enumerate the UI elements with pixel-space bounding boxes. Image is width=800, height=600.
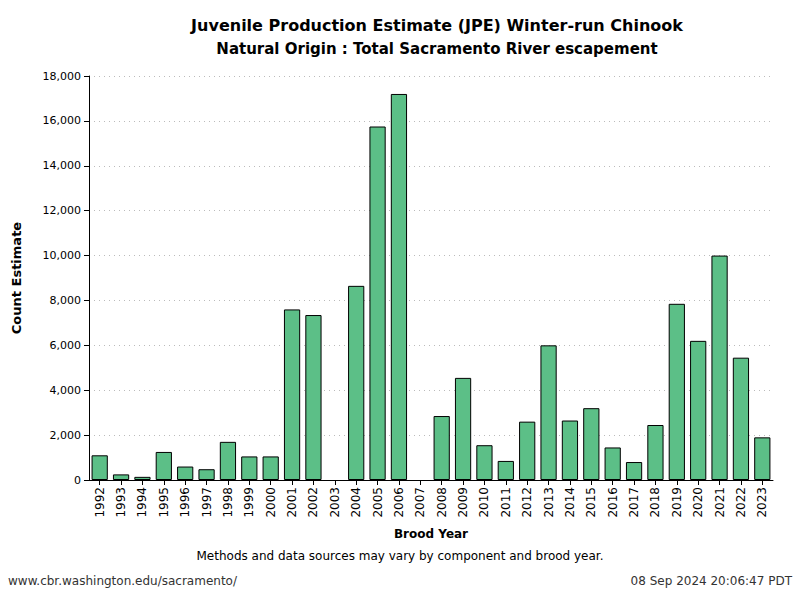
svg-text:Count Estimate: Count Estimate: [9, 222, 24, 335]
svg-text:4,000: 4,000: [50, 384, 82, 397]
svg-text:1994: 1994: [135, 487, 149, 518]
svg-text:2001: 2001: [285, 487, 299, 518]
svg-text:2014: 2014: [563, 487, 577, 518]
svg-text:1999: 1999: [242, 487, 256, 518]
svg-text:6,000: 6,000: [50, 339, 82, 352]
svg-text:2009: 2009: [456, 487, 470, 518]
svg-text:12,000: 12,000: [43, 204, 82, 217]
svg-text:1993: 1993: [114, 487, 128, 518]
svg-text:2013: 2013: [542, 487, 556, 518]
svg-text:18,000: 18,000: [43, 70, 82, 83]
svg-text:2010: 2010: [477, 487, 491, 518]
svg-text:2004: 2004: [349, 487, 363, 518]
svg-text:2021: 2021: [713, 487, 727, 518]
svg-text:2016: 2016: [606, 487, 620, 518]
svg-text:www.cbr.washington.edu/sacrame: www.cbr.washington.edu/sacramento/: [8, 574, 238, 588]
svg-text:2017: 2017: [627, 487, 641, 518]
svg-text:2015: 2015: [584, 487, 598, 518]
svg-text:1995: 1995: [157, 487, 171, 518]
svg-text:2003: 2003: [328, 487, 342, 518]
svg-text:08 Sep 2024 20:06:47 PDT: 08 Sep 2024 20:06:47 PDT: [631, 574, 793, 588]
svg-text:2000: 2000: [264, 487, 278, 518]
svg-text:Juvenile Production Estimate (: Juvenile Production Estimate (JPE) Winte…: [190, 16, 683, 35]
svg-text:1997: 1997: [200, 487, 214, 518]
svg-text:2018: 2018: [648, 487, 662, 518]
svg-text:2022: 2022: [734, 487, 748, 518]
svg-text:2019: 2019: [670, 487, 684, 518]
svg-text:0: 0: [74, 474, 81, 487]
svg-text:8,000: 8,000: [50, 294, 82, 307]
svg-text:2023: 2023: [755, 487, 769, 518]
svg-text:Natural Origin : Total Sacrame: Natural Origin : Total Sacramento River …: [216, 40, 657, 58]
svg-text:1998: 1998: [221, 487, 235, 518]
svg-text:Methods and data sources may v: Methods and data sources may vary by com…: [197, 549, 604, 563]
svg-text:16,000: 16,000: [43, 114, 82, 127]
svg-text:14,000: 14,000: [43, 159, 82, 172]
svg-text:2007: 2007: [413, 487, 427, 518]
svg-text:2020: 2020: [691, 487, 705, 518]
svg-text:2002: 2002: [306, 487, 320, 518]
svg-text:1992: 1992: [93, 487, 107, 518]
svg-text:1996: 1996: [178, 487, 192, 518]
svg-text:2011: 2011: [499, 487, 513, 518]
svg-text:2008: 2008: [435, 487, 449, 518]
svg-text:Brood Year: Brood Year: [394, 527, 468, 541]
svg-text:2012: 2012: [520, 487, 534, 518]
svg-text:2,000: 2,000: [50, 429, 82, 442]
svg-text:10,000: 10,000: [43, 249, 82, 262]
svg-text:2005: 2005: [371, 487, 385, 518]
svg-text:2006: 2006: [392, 487, 406, 518]
